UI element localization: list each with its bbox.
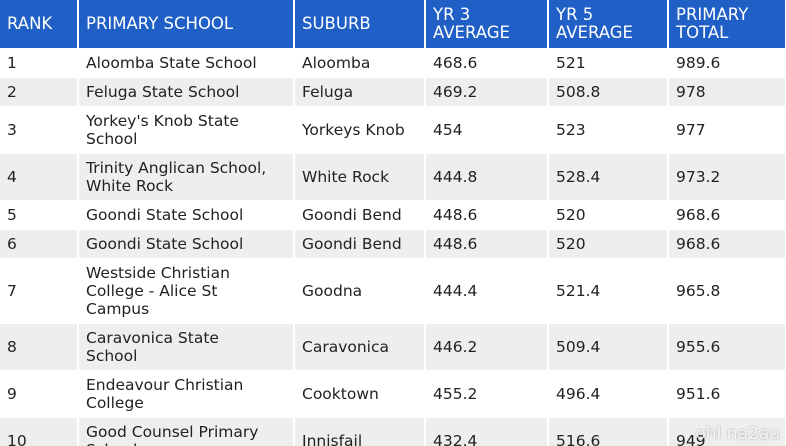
table-cell: 516.6 xyxy=(548,417,669,446)
column-header: PRIMARY TOTAL xyxy=(668,0,786,49)
header-text: SUBURB xyxy=(302,14,371,33)
table-cell: 6 xyxy=(0,229,79,259)
table-cell: 496.4 xyxy=(548,370,669,418)
column-header: YR 5 AVERAGE xyxy=(548,0,669,49)
table-cell: 446.2 xyxy=(425,323,549,371)
table-cell: 523 xyxy=(548,106,669,154)
table-cell: Good Counsel Primary School xyxy=(78,417,295,446)
table-row: 9 Endeavour Christian College Cooktown 455.… xyxy=(0,370,786,418)
table-body: 1 Aloomba State School Aloomba 468.6 521 989.… xyxy=(0,48,786,446)
table-cell: White Rock xyxy=(294,153,426,201)
table-cell: 3 xyxy=(0,106,79,154)
table-row: 3 Yorkey's Knob State School Yorkeys Knob 4… xyxy=(0,106,786,154)
table-cell: 448.6 xyxy=(425,229,549,259)
table-cell: 968.6 xyxy=(668,229,786,259)
table-cell: Westside Christian College - Alice St Ca… xyxy=(78,258,295,324)
header-text: PRIMARY TOTAL xyxy=(676,5,749,42)
table-row: 7 Westside Christian College - Alice St C… xyxy=(0,258,786,324)
table-row: 2 Feluga State School Feluga 469.2 508.8 978 xyxy=(0,77,786,107)
table-cell: 432.4 xyxy=(425,417,549,446)
table-cell: Goondi State School xyxy=(78,229,295,259)
table-cell: 978 xyxy=(668,77,786,107)
table-cell: 989.6 xyxy=(668,48,786,78)
table-cell: Innisfail xyxy=(294,417,426,446)
table-cell: 951.6 xyxy=(668,370,786,418)
table-row: 1 Aloomba State School Aloomba 468.6 521 989.… xyxy=(0,48,786,78)
table-cell: 520 xyxy=(548,200,669,230)
watermark: ohl na2au xyxy=(695,424,780,444)
table-cell: Goondi State School xyxy=(78,200,295,230)
table-cell: 509.4 xyxy=(548,323,669,371)
table-cell: 9 xyxy=(0,370,79,418)
table-cell: Aloomba xyxy=(294,48,426,78)
table-cell: 455.2 xyxy=(425,370,549,418)
table-cell: 10 xyxy=(0,417,79,446)
table-cell: 444.8 xyxy=(425,153,549,201)
table-cell: 454 xyxy=(425,106,549,154)
table-cell: 955.6 xyxy=(668,323,786,371)
table-cell: 968.6 xyxy=(668,200,786,230)
table-cell: Trinity Anglican School, White Rock xyxy=(78,153,295,201)
table-cell: Yorkeys Knob xyxy=(294,106,426,154)
table-cell: Caravonica xyxy=(294,323,426,371)
table-cell: 521 xyxy=(548,48,669,78)
table-cell: Goondi Bend xyxy=(294,200,426,230)
table-cell: 949 xyxy=(668,417,786,446)
table-cell: Aloomba State School xyxy=(78,48,295,78)
table-cell: 4 xyxy=(0,153,79,201)
table-row: 8 Caravonica State School Caravonica 446.2 5… xyxy=(0,323,786,371)
table-cell: 444.4 xyxy=(425,258,549,324)
table-cell: 973.2 xyxy=(668,153,786,201)
column-header: PRIMARY SCHOOL xyxy=(78,0,295,49)
table-cell: 8 xyxy=(0,323,79,371)
table-cell: 2 xyxy=(0,77,79,107)
table-cell: 520 xyxy=(548,229,669,259)
table-cell: 528.4 xyxy=(548,153,669,201)
header-text: YR 5 AVERAGE xyxy=(556,5,633,42)
table-cell: Feluga xyxy=(294,77,426,107)
table-cell: 448.6 xyxy=(425,200,549,230)
table-cell: Yorkey's Knob State School xyxy=(78,106,295,154)
table-cell: 5 xyxy=(0,200,79,230)
table-row: 5 Goondi State School Goondi Bend 448.6 520 9… xyxy=(0,200,786,230)
header-text: RANK xyxy=(7,14,53,33)
table-cell: Goodna xyxy=(294,258,426,324)
header-text: PRIMARY SCHOOL xyxy=(86,14,234,33)
table-row: 6 Goondi State School Goondi Bend 448.6 520 9… xyxy=(0,229,786,259)
table-cell: 521.4 xyxy=(548,258,669,324)
header-row: RANK PRIMARY SCHOOL SUBURB YR 3 AVERAGE YR 5… xyxy=(0,0,786,49)
table-row: 4 Trinity Anglican School, White Rock Whit… xyxy=(0,153,786,201)
table-cell: Endeavour Christian College xyxy=(78,370,295,418)
table-cell: 977 xyxy=(668,106,786,154)
column-header: SUBURB xyxy=(294,0,426,49)
table-cell: 508.8 xyxy=(548,77,669,107)
column-header: RANK xyxy=(0,0,79,49)
header-text: YR 3 AVERAGE xyxy=(433,5,510,42)
table-cell: 7 xyxy=(0,258,79,324)
table-cell: 469.2 xyxy=(425,77,549,107)
table-cell: 468.6 xyxy=(425,48,549,78)
table-cell: 1 xyxy=(0,48,79,78)
table-cell: 965.8 xyxy=(668,258,786,324)
table-cell: Feluga State School xyxy=(78,77,295,107)
column-header: YR 3 AVERAGE xyxy=(425,0,549,49)
table-cell: Caravonica State School xyxy=(78,323,295,371)
table-cell: Goondi Bend xyxy=(294,229,426,259)
table-cell: Cooktown xyxy=(294,370,426,418)
